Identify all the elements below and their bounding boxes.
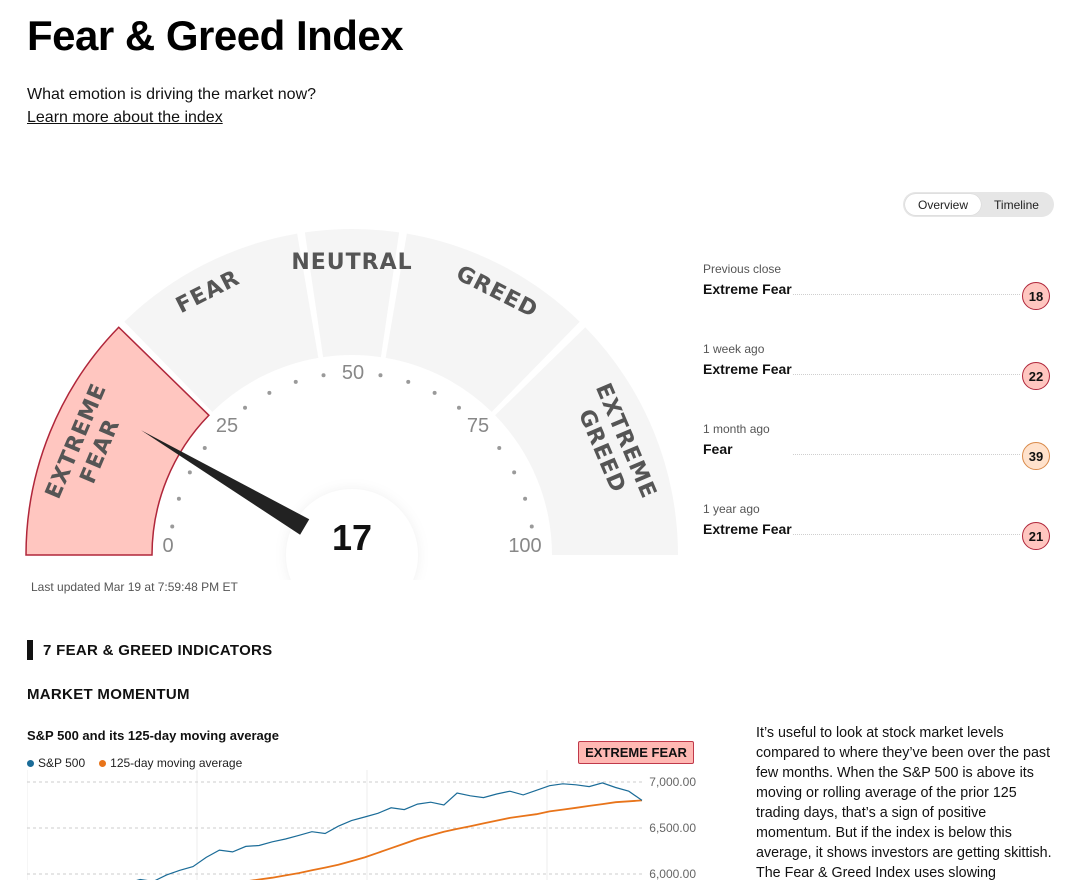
- dotted-divider: [793, 534, 1020, 535]
- history-rating: Extreme Fear: [703, 521, 792, 537]
- last-updated: Last updated Mar 19 at 7:59:48 PM ET: [31, 580, 238, 594]
- gauge-svg: 0 25 50 75 100 EXTREME FEAR FEAR NEUTRAL…: [25, 228, 678, 580]
- label-neutral: NEUTRAL: [291, 250, 412, 275]
- tick-dot: [378, 373, 383, 378]
- history-list: Previous close Extreme Fear 18 1 week ag…: [703, 262, 1050, 582]
- page-title: Fear & Greed Index: [27, 12, 404, 59]
- history-item: 1 year ago Extreme Fear 21: [703, 502, 1050, 582]
- legend-sp500: S&P 500: [27, 756, 85, 770]
- indicators-title: 7 FEAR & GREED INDICATORS: [43, 641, 273, 659]
- view-toggle: Overview Timeline: [903, 192, 1054, 217]
- momentum-title: MARKET MOMENTUM: [27, 686, 190, 703]
- overview-tab[interactable]: Overview: [905, 194, 981, 215]
- momentum-rating-badge: EXTREME FEAR: [578, 741, 694, 764]
- section-bar: [27, 640, 33, 660]
- chart-legend: S&P 500 125-day moving average: [27, 756, 242, 770]
- segment-fear: [124, 233, 319, 412]
- chart-title: S&P 500 and its 125-day moving average: [27, 728, 279, 743]
- dotted-divider: [793, 454, 1020, 455]
- chart-grid: [27, 770, 548, 880]
- tick-0: 0: [162, 535, 173, 557]
- segment-neutral: [304, 228, 400, 358]
- learn-more-link[interactable]: Learn more about the index: [27, 109, 223, 126]
- legend-ma-label: 125-day moving average: [110, 756, 243, 770]
- tick-75: 75: [467, 415, 489, 437]
- segment-greed: [385, 233, 580, 412]
- momentum-chart: 7,000.00 6,500.00 6,000.00: [27, 770, 696, 880]
- page-subtitle: What emotion is driving the market now?: [27, 86, 317, 103]
- legend-ma: 125-day moving average: [99, 756, 242, 770]
- timeline-tab[interactable]: Timeline: [994, 197, 1039, 212]
- segment-extreme-fear: [25, 326, 210, 556]
- tick-dot: [293, 379, 298, 384]
- history-rating: Extreme Fear: [703, 361, 792, 377]
- segment-extreme-greed: [495, 327, 678, 555]
- tick-dot: [512, 470, 517, 475]
- history-label: 1 week ago: [703, 342, 765, 356]
- y-tick-label: 6,000.00: [649, 867, 696, 880]
- y-tick-label: 6,500.00: [649, 821, 696, 835]
- history-item: 1 month ago Fear 39: [703, 422, 1050, 502]
- series-line-sp500: [136, 782, 643, 880]
- fear-greed-gauge: 0 25 50 75 100 EXTREME FEAR FEAR NEUTRAL…: [0, 220, 700, 580]
- tick-dot: [456, 405, 461, 410]
- history-item: 1 week ago Extreme Fear 22: [703, 342, 1050, 422]
- tick-dot: [187, 470, 192, 475]
- tick-dot: [170, 524, 175, 529]
- history-label: Previous close: [703, 262, 782, 276]
- tick-dot: [243, 405, 248, 410]
- history-value-badge: 21: [1022, 522, 1050, 550]
- history-rating: Extreme Fear: [703, 281, 792, 297]
- gauge-tick-dots: [170, 373, 534, 529]
- dotted-divider: [793, 294, 1020, 295]
- history-label: 1 month ago: [703, 422, 770, 436]
- momentum-description: It’s useful to look at stock market leve…: [756, 725, 1052, 880]
- tick-dot: [523, 496, 528, 501]
- dotted-divider: [793, 374, 1020, 375]
- indicators-section-heading: 7 FEAR & GREED INDICATORS: [27, 640, 272, 660]
- tick-dot: [176, 496, 181, 501]
- score-circle: [286, 489, 418, 580]
- tick-dot: [432, 390, 437, 395]
- history-item: Previous close Extreme Fear 18: [703, 262, 1050, 342]
- gauge-score: 17: [332, 517, 372, 558]
- series-line-moving-average: [249, 799, 643, 880]
- history-value-badge: 39: [1022, 442, 1050, 470]
- gauge-needle: [141, 430, 310, 535]
- tick-dot: [267, 390, 272, 395]
- tick-50: 50: [342, 362, 364, 384]
- legend-dot-icon: [99, 759, 107, 767]
- legend-sp500-label: S&P 500: [38, 756, 86, 770]
- legend-dot-icon: [27, 759, 34, 767]
- history-rating: Fear: [703, 441, 733, 457]
- y-tick-label: 7,000.00: [649, 775, 696, 789]
- tick-dot: [497, 446, 502, 451]
- tick-dot: [406, 379, 411, 384]
- tick-100: 100: [508, 535, 541, 557]
- history-value-badge: 22: [1022, 362, 1050, 390]
- tick-dot: [321, 373, 326, 378]
- tick-dot: [202, 446, 207, 451]
- history-value-badge: 18: [1022, 282, 1050, 310]
- tick-25: 25: [216, 415, 238, 437]
- tick-dot: [529, 524, 534, 529]
- chart-y-axis: 7,000.00 6,500.00 6,000.00: [27, 775, 696, 880]
- history-label: 1 year ago: [703, 502, 760, 516]
